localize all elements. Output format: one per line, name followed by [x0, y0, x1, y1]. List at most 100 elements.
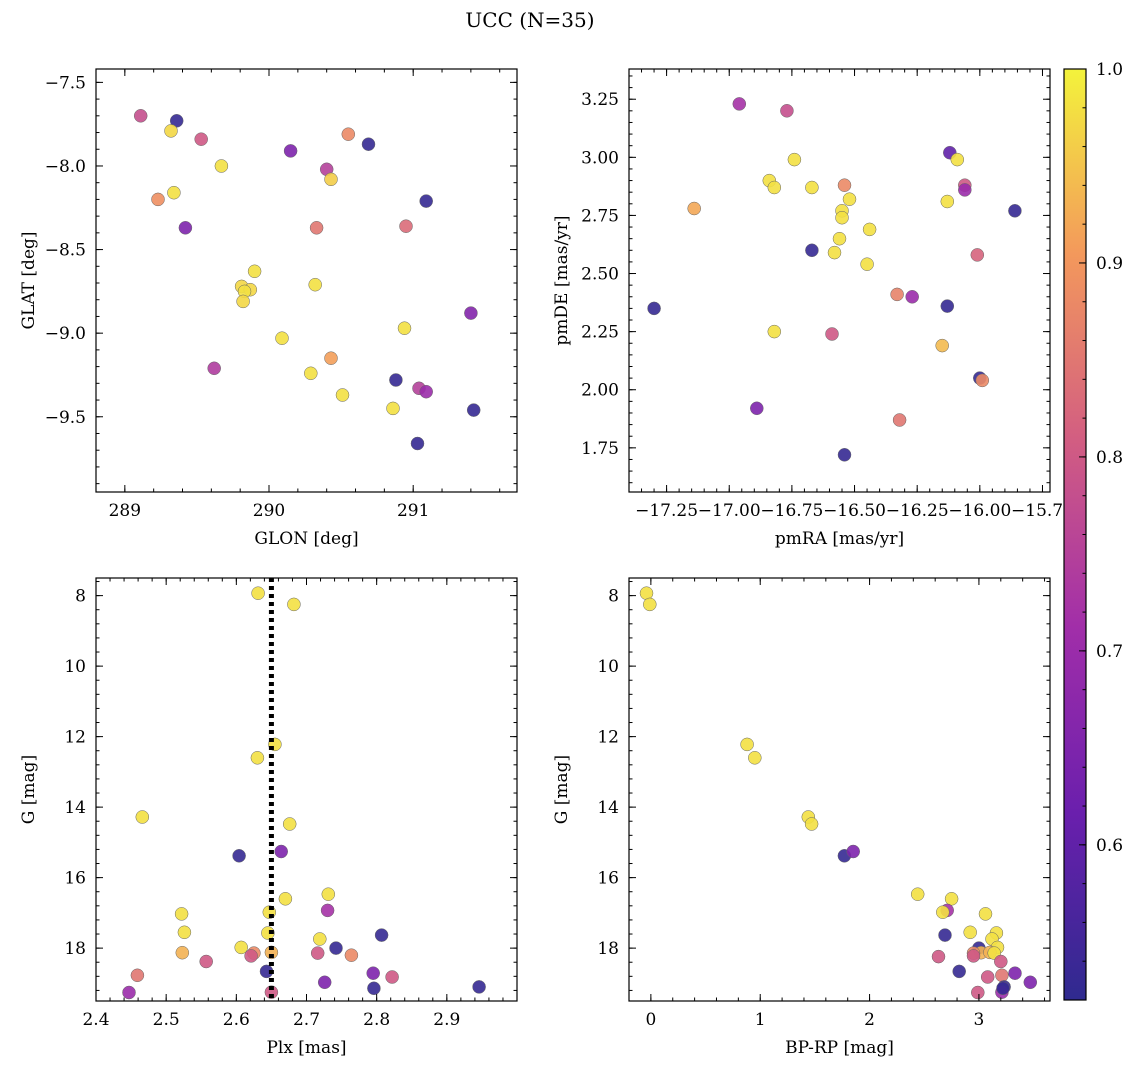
data-point [971, 985, 985, 1000]
data-point [361, 137, 376, 151]
y-axis-label: pmDE [mas/yr] [552, 215, 572, 345]
data-point [324, 351, 338, 365]
data-point [320, 903, 335, 918]
colorbar-tick-label: 0.7 [1096, 642, 1123, 662]
panel-plx-g: 2.4 2.5 2.6 2.7 2.8 2.9 8 10 12 14 16 18 Plx [mas] G … [19, 577, 518, 1058]
scatter-points [639, 586, 1038, 1000]
data-point [247, 264, 262, 279]
y-tick-label: −7.5 [45, 73, 86, 93]
data-point [975, 373, 990, 388]
x-tick-label: −15.75 [1011, 501, 1074, 521]
data-point [647, 301, 661, 316]
data-point [374, 928, 389, 942]
x-tick-label: −17.00 [698, 501, 761, 521]
y-tick-label: 16 [597, 869, 619, 889]
data-point [835, 210, 849, 225]
y-tick-label: −9.0 [45, 324, 86, 344]
data-point [748, 751, 762, 765]
y-tick-label: 8 [75, 587, 86, 607]
data-point [389, 373, 403, 387]
x-tick-label: −16.25 [886, 501, 949, 521]
data-point [892, 413, 907, 427]
x-tick-label: 0 [645, 1010, 656, 1030]
data-point [419, 194, 433, 208]
y-tick-label: 12 [64, 728, 86, 748]
data-point [164, 124, 178, 138]
x-tick-label: 2 [864, 1010, 875, 1030]
data-point [178, 221, 193, 235]
scatter-points [122, 586, 486, 1000]
data-point [970, 248, 985, 262]
data-point [264, 985, 279, 999]
data-point [321, 887, 336, 901]
data-point [175, 945, 190, 960]
y-tick-label: 16 [64, 869, 86, 889]
x-tick-label: 290 [253, 501, 285, 521]
data-point [472, 980, 486, 994]
data-point [282, 817, 297, 831]
data-point [787, 152, 802, 167]
data-point [367, 981, 381, 996]
data-point [397, 321, 412, 335]
colorbar-tick-label: 1.0 [1096, 60, 1123, 80]
x-tick-label: 2.9 [433, 1010, 460, 1030]
x-tick-label: 2.5 [153, 1010, 180, 1030]
data-point [1008, 204, 1022, 218]
data-point [931, 949, 946, 964]
data-point [122, 985, 136, 1000]
x-axis-label: Plx [mas] [266, 1038, 346, 1058]
x-tick-label: 2.6 [223, 1010, 250, 1030]
data-point [837, 448, 852, 462]
data-point [832, 231, 847, 246]
colorbar-tick-label: 0.6 [1096, 836, 1123, 856]
data-point [313, 932, 327, 946]
plot-frame [628, 68, 1051, 493]
data-point [304, 366, 318, 381]
x-tick-label: 291 [397, 501, 429, 521]
data-point [344, 948, 359, 962]
scatter-points [647, 97, 1022, 462]
data-point [410, 436, 425, 451]
y-tick-label: 2.75 [581, 206, 619, 226]
data-point [890, 287, 904, 302]
figure-title: UCC (N=35) [465, 8, 594, 32]
data-point [274, 844, 288, 859]
data-point [980, 970, 995, 984]
data-point [385, 970, 399, 984]
data-point [952, 964, 966, 979]
x-tick-label: 1 [755, 1010, 766, 1030]
data-point [944, 892, 959, 906]
panel-pmra-pmde: −17.25 −17.00 −16.75 −16.50 −16.25 −16.00 −15.… [552, 68, 1074, 549]
x-tick-label: 289 [109, 501, 141, 521]
data-point [1023, 975, 1038, 990]
colorbar-tick-label: 0.9 [1096, 254, 1123, 274]
plot-frame [95, 577, 518, 1002]
data-point [236, 294, 250, 309]
panel-glon-glat: 289 290 291 −7.5 −8.0 −8.5 −9.0 −9.5 GLON [deg] G… [19, 68, 518, 549]
data-point [244, 949, 258, 963]
data-point [135, 810, 150, 824]
data-point [804, 817, 819, 831]
data-point [199, 954, 213, 969]
data-point [994, 954, 1008, 969]
y-tick-label: 2.00 [581, 381, 619, 401]
x-axis-label: GLON [deg] [254, 529, 358, 549]
y-tick-label: 3.00 [581, 148, 619, 168]
data-point [905, 290, 919, 304]
data-point [232, 849, 246, 863]
data-point [996, 981, 1010, 996]
data-point [275, 331, 289, 345]
data-point [214, 159, 229, 173]
data-point [827, 245, 842, 260]
x-tick-label: 2.7 [293, 1010, 320, 1030]
data-point [950, 152, 965, 167]
data-point [419, 384, 433, 399]
data-point [133, 109, 148, 123]
data-point [151, 192, 165, 207]
data-point [767, 324, 782, 339]
data-point [978, 907, 993, 921]
colorbar-tick-label: 0.8 [1096, 448, 1123, 468]
colorbar: 1.0 0.9 0.8 0.7 0.6 [1063, 60, 1123, 1001]
data-point [278, 892, 293, 906]
